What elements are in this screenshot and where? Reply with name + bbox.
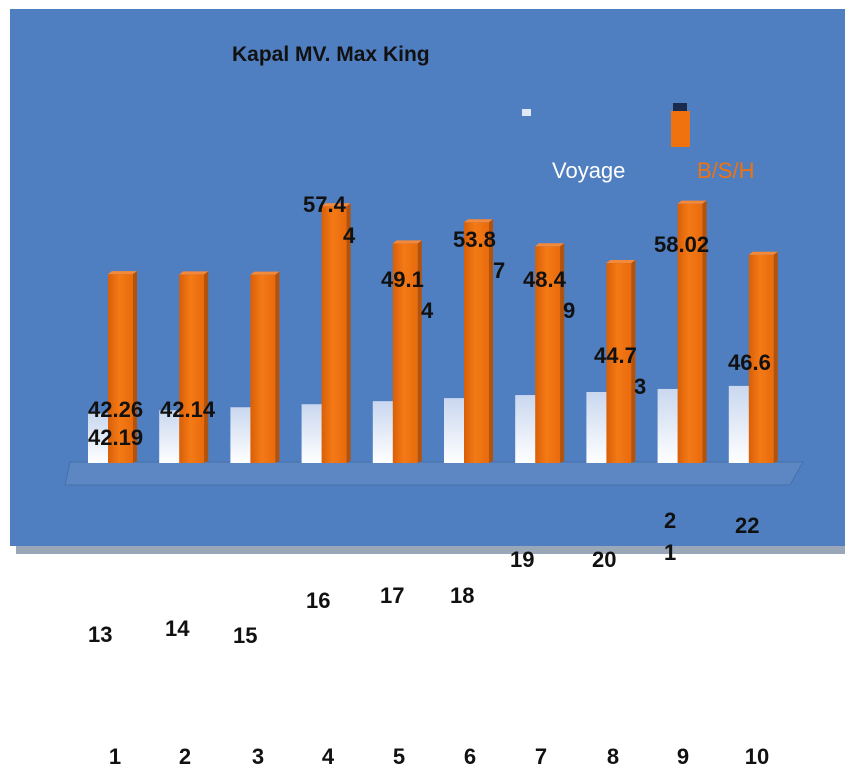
- bar-bsh-top-8: [606, 260, 636, 264]
- label-bsh-6: 53.8 7: [453, 227, 505, 283]
- bar-bsh-top-10: [748, 251, 778, 255]
- data-labels: 42.26 13 1 42.19 14 2 42.14 15 3 57.4 4 16 4 49.1 4 17 5…: [88, 192, 771, 769]
- category-label-4: 4: [322, 744, 335, 769]
- label-voyage-1: 13: [88, 622, 112, 647]
- legend-label-bsh: B/S/H: [697, 158, 754, 183]
- label-voyage-10: 22: [735, 513, 759, 538]
- bar-bsh-6: [464, 222, 489, 463]
- bar-bsh-top-2: [179, 271, 209, 275]
- legend-marker-bsh-cap: [673, 103, 687, 112]
- bar-bsh-side-3: [275, 271, 280, 463]
- label-voyage-6: 18: [450, 583, 474, 608]
- bar-bsh-10: [748, 254, 774, 463]
- category-label-5: 5: [393, 744, 405, 769]
- bar-bsh-side-2: [204, 271, 209, 463]
- label-voyage-5: 17: [380, 583, 404, 608]
- bar-bsh-top-3: [250, 271, 280, 275]
- bar-bsh-side-6: [489, 219, 493, 463]
- label-voyage-7: 19: [510, 547, 534, 572]
- label-voyage-8: 20: [592, 547, 616, 572]
- category-label-7: 7: [535, 744, 547, 769]
- category-label-9: 9: [677, 744, 689, 769]
- bar-bsh-5: [392, 243, 418, 463]
- bar-bsh-top-7: [535, 243, 565, 247]
- bar-bsh-9: [677, 203, 703, 463]
- category-label-2: 2: [179, 744, 191, 769]
- bar-bsh-7: [535, 246, 561, 463]
- category-label-6: 6: [464, 744, 476, 769]
- label-voyage-3: 15: [233, 623, 257, 648]
- bar-bsh-side-7: [560, 243, 565, 463]
- chart-floor: [64, 461, 804, 486]
- bar-bsh-side-9: [702, 200, 707, 463]
- category-label-1: 1: [109, 744, 121, 769]
- bar-bsh-side-1: [133, 271, 137, 463]
- category-label-8: 8: [607, 744, 619, 769]
- bar-bsh-top-1: [108, 271, 137, 275]
- chart-title: Kapal MV. Max King: [232, 43, 430, 66]
- label-bsh-7: 48.4 9: [523, 267, 575, 323]
- label-bsh-9: 58.02: [654, 232, 709, 257]
- bar-bsh-top-9: [677, 200, 707, 204]
- bar-bsh-2: [179, 274, 205, 463]
- label-bsh-4: 57.4 4: [303, 192, 356, 248]
- label-bsh-1: 42.26: [88, 397, 143, 422]
- bar-bsh-1: [108, 274, 133, 463]
- category-label-3: 3: [252, 744, 264, 769]
- bar-bsh-side-8: [631, 260, 636, 463]
- legend-marker-bsh: [671, 111, 690, 147]
- category-label-10: 10: [745, 744, 769, 769]
- bar-bsh-side-5: [417, 240, 422, 463]
- label-voyage-2: 14: [165, 616, 190, 641]
- bar-bsh-8: [606, 263, 632, 463]
- label-bsh-8: 44.7 3: [594, 343, 646, 399]
- label-bsh-10: 46.6: [728, 350, 771, 375]
- bar-bsh-4: [321, 206, 347, 463]
- label-bsh-2: 42.19: [88, 425, 143, 450]
- bars: [88, 200, 778, 463]
- bar-bsh-top-4: [321, 203, 351, 207]
- bar-bsh-side-10: [773, 251, 778, 463]
- label-bsh-3: 42.14: [160, 397, 216, 422]
- legend-marker-voyage: [522, 109, 531, 116]
- legend-label-voyage: Voyage: [552, 158, 625, 183]
- bar-bsh-3: [250, 274, 276, 463]
- bar-bsh-top-6: [464, 219, 493, 223]
- legend: Voyage B/S/H: [522, 103, 754, 183]
- bar-bsh-top-5: [392, 240, 422, 244]
- label-voyage-4: 16: [306, 588, 330, 613]
- bar-bsh-side-4: [346, 203, 351, 463]
- label-bsh-5: 49.1 4: [381, 267, 434, 323]
